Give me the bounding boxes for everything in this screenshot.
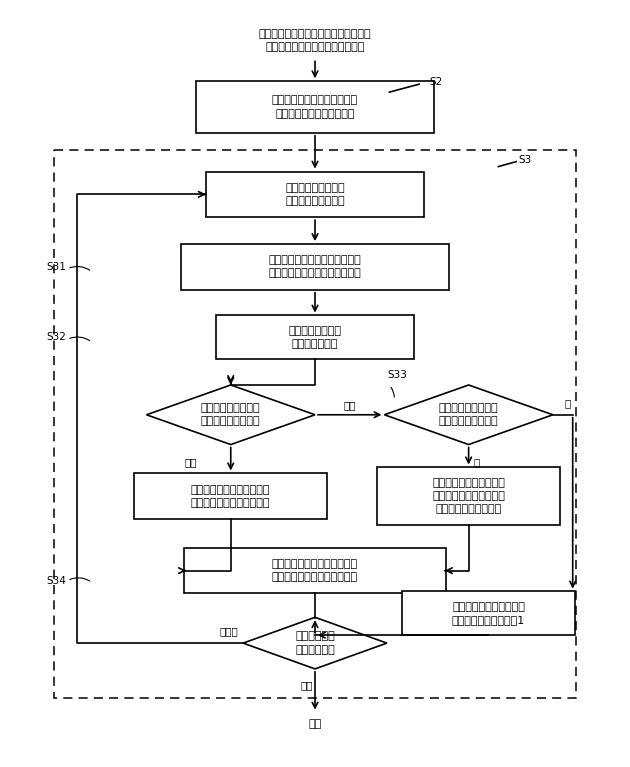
Text: S34: S34 [47,575,66,585]
FancyBboxPatch shape [216,315,414,359]
Text: 否: 否 [473,457,479,467]
Text: 为空: 为空 [301,680,313,690]
FancyBboxPatch shape [402,591,575,635]
Text: 是: 是 [564,398,571,408]
Text: 不为空: 不为空 [219,626,238,636]
FancyBboxPatch shape [184,548,446,594]
Text: 班级权重最小的唯一的待分
配行政班作为该学生的配班: 班级权重最小的唯一的待分 配行政班作为该学生的配班 [191,485,270,508]
Text: S33: S33 [387,370,407,380]
Polygon shape [243,617,387,669]
Text: 从待配班学生集合中
按顺序取待配班学生: 从待配班学生集合中 按顺序取待配班学生 [285,183,345,206]
Text: 连续失败计数器是否
小于待配班学生数？: 连续失败计数器是否 小于待配班学生数？ [439,403,498,426]
Text: S2: S2 [429,77,442,87]
Text: 班级权重最小的待分
配行政班是否唯一？: 班级权重最小的待分 配行政班是否唯一？ [201,403,261,426]
Text: 待配班学生集
合是否为空？: 待配班学生集 合是否为空？ [295,631,335,655]
FancyBboxPatch shape [181,244,449,290]
Text: S31: S31 [47,262,66,272]
Text: 初始化打散属性权重值、班级
权重序列和连续失败计数器: 初始化打散属性权重值、班级 权重序列和连续失败计数器 [272,95,358,119]
Text: 班级权重最小的待分配行
政班中任选已配学生数最
少的作为该学生的配班: 班级权重最小的待分配行 政班中任选已配学生数最 少的作为该学生的配班 [432,478,505,515]
Text: S32: S32 [47,332,66,342]
Polygon shape [147,385,315,445]
Text: 根据该学生信息、打散属性权重
值和班级权重序列计算班级权重: 根据该学生信息、打散属性权重 值和班级权重序列计算班级权重 [268,255,362,278]
Text: 待分配行政班列表，待配班学生集合，
学生信息集合，打散属性优先序列: 待分配行政班列表，待配班学生集合， 学生信息集合，打散属性优先序列 [259,29,371,52]
Text: 唯一: 唯一 [185,457,197,467]
Text: 多个: 多个 [343,400,356,410]
Text: S3: S3 [518,155,532,165]
Text: 结束: 结束 [308,719,322,729]
FancyBboxPatch shape [377,467,560,525]
Text: 更新待配班学生集合和班级权
重序列，连续失败计数器清零: 更新待配班学生集合和班级权 重序列，连续失败计数器清零 [272,559,358,582]
Text: 待配班学生移动至序列末
尾，连续失败计数器加1: 待配班学生移动至序列末 尾，连续失败计数器加1 [452,602,525,625]
Text: 选取班级权重最小
的待分配行政班: 选取班级权重最小 的待分配行政班 [289,326,341,349]
FancyBboxPatch shape [134,473,328,519]
Polygon shape [384,385,553,445]
FancyBboxPatch shape [196,81,434,133]
FancyBboxPatch shape [206,172,424,217]
